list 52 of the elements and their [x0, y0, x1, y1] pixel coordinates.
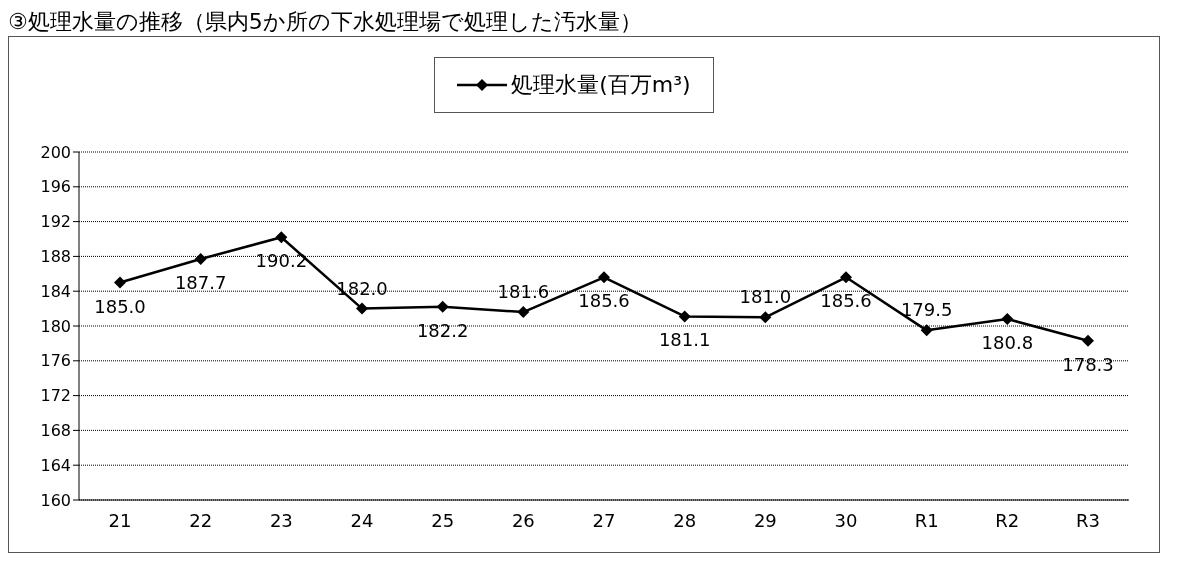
point [1082, 334, 1094, 347]
x-tick-label: R3 [1076, 509, 1100, 531]
point [194, 253, 207, 266]
point [678, 310, 691, 323]
point [517, 306, 530, 319]
point [598, 271, 610, 284]
point [1001, 313, 1014, 326]
y-tick-label: 160 [40, 490, 71, 510]
data-label: 178.3 [1062, 353, 1114, 375]
y-tick-label: 188 [40, 247, 71, 267]
y-tick-label: 192 [40, 212, 71, 232]
legend-label: 処理水量(百万m³) [511, 71, 691, 99]
data-label: 185.0 [94, 295, 146, 317]
point [275, 231, 288, 244]
data-label: 181.1 [658, 329, 711, 351]
y-tick-label: 176 [40, 351, 71, 371]
point [759, 311, 772, 324]
x-tick-label: 26 [511, 509, 535, 531]
x-tick-label: 24 [350, 509, 374, 531]
data-label: 187.7 [174, 272, 227, 294]
y-tick-label: 200 [40, 142, 71, 162]
x-tick-label: R1 [914, 509, 939, 531]
data-label: 180.8 [981, 332, 1034, 354]
y-tick-label: 164 [40, 455, 71, 475]
point [436, 300, 449, 313]
data-label: 185.6 [578, 290, 630, 312]
y-tick-label: 196 [40, 177, 71, 197]
data-label: 190.2 [255, 250, 308, 272]
data-label: 182.0 [336, 277, 388, 299]
data-label: 181.6 [497, 281, 550, 303]
y-tick-label: 184 [40, 281, 71, 301]
x-tick-label: 25 [431, 509, 455, 531]
x-tick-label: 30 [834, 509, 858, 531]
data-label: 179.5 [900, 299, 953, 321]
x-tick-label: 22 [189, 509, 213, 531]
point [840, 271, 852, 284]
point [356, 302, 368, 315]
x-tick-label: R2 [995, 509, 1020, 531]
x-tick-label: 21 [108, 509, 132, 531]
y-tick-label: 180 [40, 316, 71, 336]
x-tick-label: 23 [269, 509, 293, 531]
x-tick-label: 28 [673, 509, 697, 531]
data-label: 181.0 [739, 286, 792, 308]
data-label: 182.2 [416, 319, 469, 341]
y-tick-label: 168 [40, 421, 71, 441]
y-tick-label: 172 [40, 386, 71, 406]
data-label: 185.6 [820, 290, 872, 312]
x-tick-label: 29 [753, 509, 777, 531]
chart-title: ③処理水量の推移（県内5か所の下水処理場で処理した汚水量） [8, 8, 643, 36]
point [920, 324, 933, 337]
point [114, 276, 126, 289]
x-tick-label: 27 [592, 509, 616, 531]
